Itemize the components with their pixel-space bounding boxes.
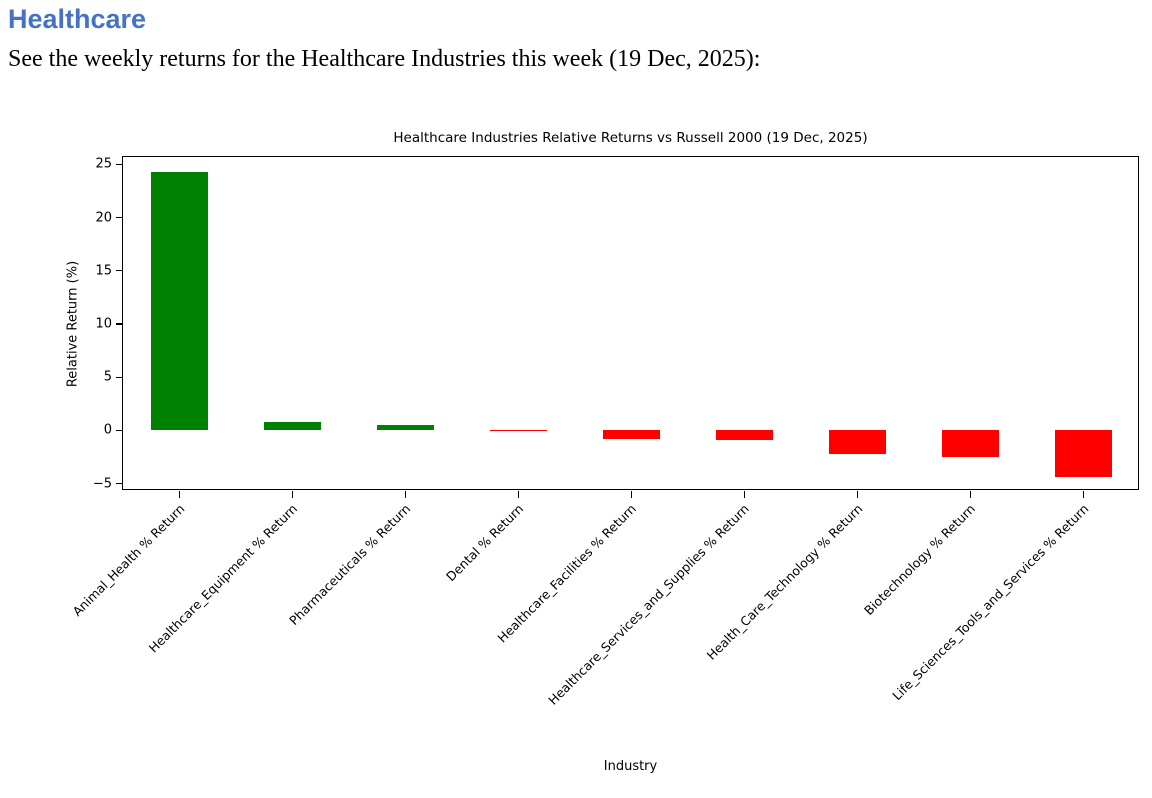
- y-tick-mark: [116, 270, 123, 272]
- y-tick-label: 20: [95, 210, 112, 226]
- y-tick-label: 25: [95, 156, 112, 172]
- bar-health-care-technology-return: [829, 430, 886, 454]
- chart-title: Healthcare Industries Relative Returns v…: [393, 130, 868, 146]
- x-tick-label: Dental % Return: [442, 501, 527, 585]
- x-tick-label: Biotechnology % Return: [861, 501, 979, 618]
- x-tick-mark: [1082, 491, 1085, 498]
- bar-pharmaceuticals-return: [377, 425, 434, 431]
- bar-chart-figure: Healthcare Industries Relative Returns v…: [0, 120, 1152, 798]
- bar-animal-health-return: [151, 171, 208, 431]
- x-tick-label: Life_Sciences_Tools_and_Services % Retur…: [888, 501, 1092, 704]
- x-tick-mark: [969, 491, 972, 498]
- y-tick-label: −5: [92, 476, 112, 492]
- y-tick-mark: [116, 376, 123, 378]
- x-tick-mark: [291, 491, 294, 498]
- x-tick-label: Animal_Health % Return: [69, 501, 188, 619]
- y-tick-label: 15: [95, 263, 112, 279]
- y-tick-mark: [116, 429, 123, 431]
- x-tick-label: Pharmaceuticals % Return: [286, 501, 414, 628]
- bar-healthcare-services-and-supplies-return: [716, 430, 773, 440]
- y-tick-mark: [116, 323, 123, 325]
- bar-biotechnology-return: [942, 430, 999, 457]
- y-tick-label: 0: [103, 422, 112, 438]
- y-tick-label: 10: [95, 316, 112, 332]
- bar-healthcare-facilities-return: [603, 430, 660, 439]
- bar-dental-return: [490, 430, 547, 432]
- y-tick-label: 5: [103, 369, 112, 385]
- bar-healthcare-equipment-return: [264, 421, 321, 431]
- y-tick-mark: [116, 163, 123, 166]
- page-heading: Healthcare: [8, 4, 147, 34]
- x-tick-label: Healthcare_Services_and_Supplies % Retur…: [545, 501, 753, 708]
- y-tick-mark: [116, 482, 123, 485]
- bar-life-sciences-tools-and-services-return: [1055, 430, 1112, 478]
- x-tick-mark: [404, 491, 407, 498]
- y-tick-mark: [116, 217, 123, 219]
- x-tick-mark: [743, 491, 746, 498]
- intro-text: See the weekly returns for the Healthcar…: [8, 46, 761, 72]
- x-axis-label: Industry: [603, 759, 658, 774]
- x-tick-mark: [517, 491, 520, 498]
- x-tick-mark: [630, 491, 633, 498]
- x-tick-mark: [178, 491, 181, 498]
- x-tick-mark: [856, 491, 859, 498]
- plot-area: Healthcare Industries Relative Returns v…: [66, 130, 1139, 774]
- y-axis-label: Relative Return (%): [65, 260, 81, 388]
